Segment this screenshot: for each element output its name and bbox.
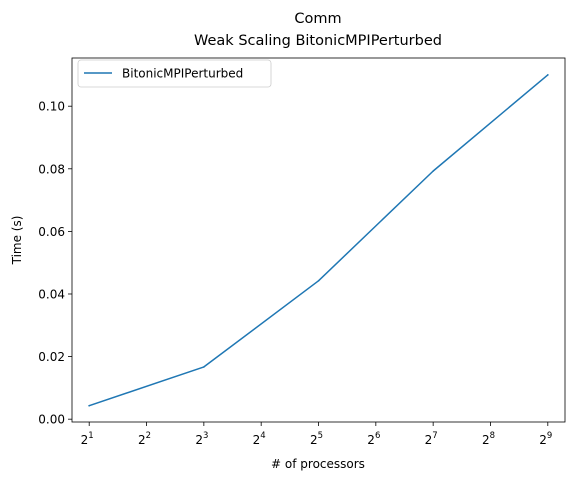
- x-tick-label: 27: [425, 431, 438, 447]
- x-axis-label: # of processors: [271, 457, 365, 471]
- y-tick-label: 0.10: [38, 100, 65, 114]
- data-point: [432, 170, 435, 172]
- y-tick-label: 0.04: [38, 287, 65, 301]
- y-tick-label: 0.00: [38, 413, 65, 427]
- data-point: [317, 280, 320, 282]
- x-tick-label: 26: [367, 431, 380, 447]
- legend-label-bitonicmpiperturbed: BitonicMPIPerturbed: [122, 67, 243, 81]
- data-point: [547, 74, 549, 76]
- y-tick-label: 0.08: [38, 162, 65, 176]
- plot-frame: [71, 57, 566, 423]
- chart-subtitle: Weak Scaling BitonicMPIPerturbed: [194, 33, 442, 49]
- legend-box: [77, 59, 272, 88]
- legend: BitonicMPIPerturbed: [77, 59, 272, 88]
- y-tick-label: 0.02: [38, 350, 65, 364]
- y-axis-label: Time (s): [10, 216, 24, 266]
- data-point: [203, 366, 205, 368]
- y-tick-label: 0.06: [38, 225, 65, 239]
- plot-area: 21 22 23 24 25 26 27 28 29 0.00 0.02 0.04 0.06 0.08 0.…: [38, 73, 552, 447]
- chart-title: Comm: [294, 11, 341, 27]
- data-point: [88, 404, 90, 407]
- x-tick-label: 25: [310, 431, 323, 447]
- x-tick-label: 24: [253, 431, 266, 447]
- x-tick-label: 23: [195, 431, 208, 447]
- x-tick-label: 29: [539, 431, 552, 447]
- x-tick-label: 21: [81, 431, 94, 447]
- x-tick-label: 22: [138, 431, 151, 447]
- x-tick-label: 28: [482, 431, 495, 447]
